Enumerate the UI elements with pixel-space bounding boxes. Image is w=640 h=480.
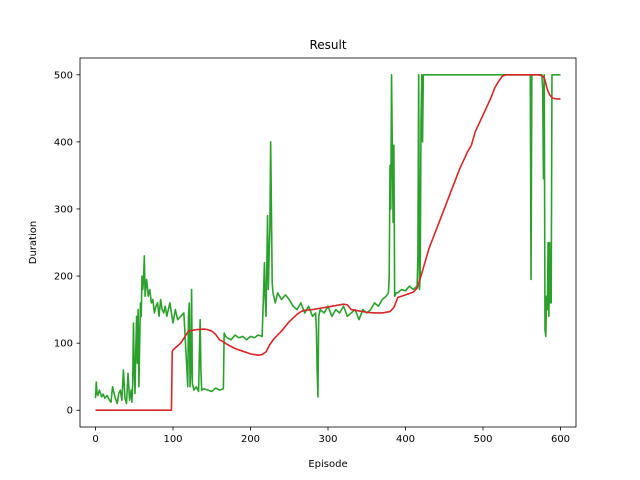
x-tick-label: 400	[396, 434, 415, 445]
x-tick-label: 600	[551, 434, 570, 445]
x-axis: 0 100 200 300 400 500 600	[92, 427, 570, 445]
series-layer	[94, 73, 561, 412]
y-tick-label: 0	[67, 406, 73, 417]
y-tick-label: 300	[54, 204, 73, 215]
y-tick-label: 500	[54, 70, 73, 81]
x-tick-label: 300	[318, 434, 337, 445]
chart-title: Result	[309, 38, 346, 52]
y-axis: 0 100 200 300 400 500	[54, 70, 80, 417]
y-tick-label: 100	[54, 339, 73, 350]
x-tick-label: 100	[163, 434, 182, 445]
y-tick-label: 200	[54, 272, 73, 283]
x-tick-label: 0	[92, 434, 98, 445]
y-axis-label: Duration	[28, 221, 39, 264]
y-tick-label: 400	[54, 137, 73, 148]
x-tick-label: 500	[473, 434, 492, 445]
series-line-2	[95, 73, 561, 412]
x-tick-label: 200	[241, 434, 260, 445]
x-axis-label: Episode	[308, 459, 347, 470]
series-line-1	[94, 73, 561, 405]
